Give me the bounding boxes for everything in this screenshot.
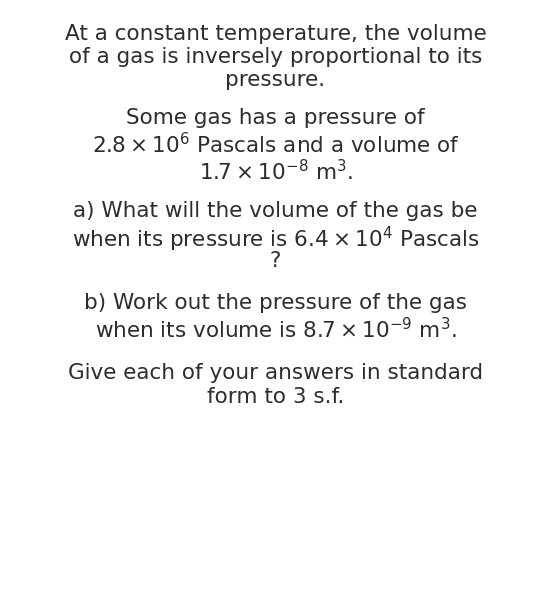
Text: a) What will the volume of the gas be: a) What will the volume of the gas be xyxy=(73,201,478,221)
Text: At a constant temperature, the volume: At a constant temperature, the volume xyxy=(64,24,487,44)
Text: b) Work out the pressure of the gas: b) Work out the pressure of the gas xyxy=(84,293,467,313)
Text: Give each of your answers in standard: Give each of your answers in standard xyxy=(68,363,483,383)
Text: form to 3 s.f.: form to 3 s.f. xyxy=(207,387,344,407)
Text: Some gas has a pressure of: Some gas has a pressure of xyxy=(126,108,425,128)
Text: when its volume is $8.7 \times 10^{-9}$ m$^{3}$.: when its volume is $8.7 \times 10^{-9}$ … xyxy=(95,317,456,342)
Text: pressure.: pressure. xyxy=(225,70,326,89)
Text: $2.8 \times 10^{6}$ Pascals and a volume of: $2.8 \times 10^{6}$ Pascals and a volume… xyxy=(91,132,460,157)
Text: of a gas is inversely proportional to its: of a gas is inversely proportional to it… xyxy=(69,47,482,67)
Text: when its pressure is $6.4 \times 10^{4}$ Pascals: when its pressure is $6.4 \times 10^{4}$… xyxy=(72,225,479,254)
Text: $1.7 \times 10^{-8}$ m$^{3}$.: $1.7 \times 10^{-8}$ m$^{3}$. xyxy=(198,159,353,184)
Text: ?: ? xyxy=(270,251,281,271)
